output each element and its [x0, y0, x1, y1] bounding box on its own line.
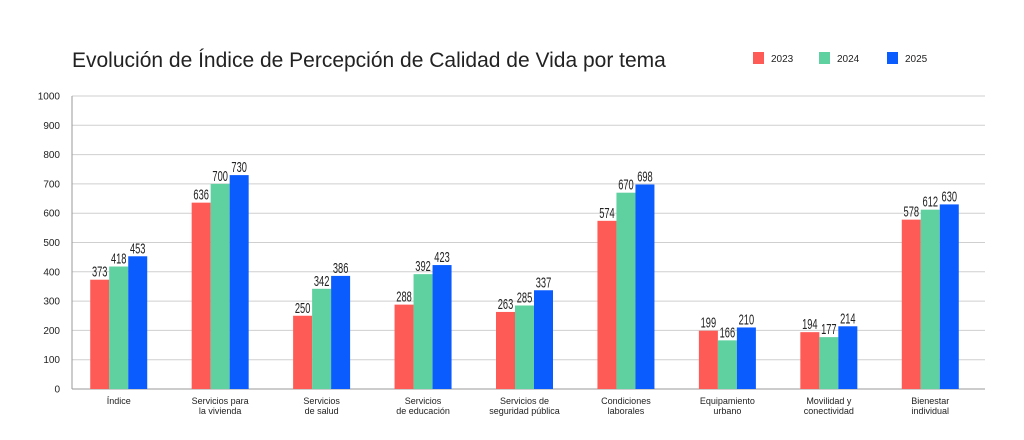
bar-2023: [90, 279, 110, 389]
x-tick-label: Equipamiento: [700, 396, 755, 406]
data-label: 337: [536, 274, 552, 291]
x-tick-label: individual: [912, 406, 950, 416]
x-tick-label: Condiciones: [601, 396, 651, 406]
legend-label-2025: 2025: [905, 54, 928, 65]
bar-2025: [635, 184, 655, 389]
legend-label-2023: 2023: [771, 54, 794, 65]
data-label: 453: [130, 240, 146, 257]
data-label: 670: [618, 176, 634, 193]
x-tick-label: Servicios de: [500, 396, 549, 406]
bar-2025: [939, 204, 959, 389]
x-tick-label: urbano: [713, 406, 741, 416]
data-label: 730: [231, 159, 247, 176]
legend-swatch-2024: [819, 52, 830, 64]
data-label: 177: [821, 321, 837, 338]
bar-2024: [109, 266, 129, 389]
y-tick-label: 0: [54, 385, 60, 396]
data-label: 386: [333, 260, 349, 277]
y-tick-label: 800: [43, 150, 60, 161]
x-tick-label: Servicios para: [192, 396, 249, 406]
y-tick-label: 400: [43, 267, 60, 278]
x-tick-label: la vivienda: [199, 406, 242, 416]
bar-2025: [534, 290, 553, 389]
data-label: 214: [840, 310, 856, 327]
bar-2024: [515, 305, 534, 389]
bar-2023: [698, 330, 718, 389]
y-tick-label: 900: [43, 121, 60, 132]
data-label: 199: [701, 314, 717, 331]
bar-2025: [229, 175, 249, 389]
legend-swatch-2025: [887, 52, 898, 64]
legend-label-2024: 2024: [837, 54, 860, 65]
x-tick-label: Índice: [107, 396, 131, 406]
bar-2025: [838, 326, 858, 389]
data-label: 574: [599, 205, 615, 222]
y-tick-label: 200: [43, 326, 60, 337]
bar-2024: [717, 340, 737, 389]
data-label: 373: [92, 263, 108, 280]
bar-2025: [128, 256, 148, 389]
data-label: 423: [434, 249, 450, 266]
y-tick-label: 600: [43, 209, 60, 220]
data-label: 612: [923, 193, 939, 210]
x-tick-label: laborales: [608, 406, 645, 416]
x-tick-label: seguridad pública: [489, 406, 560, 416]
data-label: 418: [111, 250, 127, 267]
bar-2023: [496, 311, 515, 389]
bar-2023: [901, 219, 921, 389]
x-tick-label: Servicios: [405, 396, 442, 406]
data-label: 342: [314, 273, 330, 290]
y-tick-label: 1000: [38, 92, 61, 103]
data-label: 636: [193, 186, 209, 203]
data-label: 263: [498, 296, 514, 313]
bar-2023: [293, 315, 313, 389]
bar-2024: [920, 209, 940, 389]
y-tick-label: 500: [43, 238, 60, 249]
y-tick-label: 300: [43, 297, 60, 308]
bar-2024: [413, 274, 433, 389]
data-label: 630: [942, 188, 958, 205]
x-tick-label: de educación: [396, 406, 450, 416]
data-label: 250: [295, 300, 311, 317]
data-label: 578: [904, 203, 920, 220]
legend: 2023 2024 2025: [753, 52, 928, 65]
bar-2024: [819, 337, 839, 389]
bar-2023: [191, 202, 211, 389]
bar-2024: [312, 288, 332, 389]
bar-2025: [736, 327, 756, 389]
data-label: 700: [212, 168, 228, 185]
x-tick-label: conectividad: [804, 406, 854, 416]
bar-2023: [394, 304, 414, 389]
data-label: 698: [637, 168, 653, 185]
x-tick-label: de salud: [305, 406, 339, 416]
bar-2024: [616, 192, 636, 389]
bar-2023: [800, 332, 820, 389]
x-tick-label: Servicios: [303, 396, 340, 406]
y-tick-label: 700: [43, 179, 60, 190]
legend-swatch-2023: [753, 52, 764, 64]
data-label: 194: [802, 316, 818, 333]
data-label: 288: [396, 288, 412, 305]
bar-2024: [210, 183, 230, 389]
chart-title: Evolución de Índice de Percepción de Cal…: [72, 49, 666, 72]
data-label: 285: [517, 289, 533, 306]
data-label: 392: [415, 258, 431, 275]
x-tick-label: Movilidad y: [806, 396, 852, 406]
x-tick-label: Bienestar: [911, 396, 949, 406]
bar-2025: [432, 265, 452, 389]
y-tick-label: 100: [43, 355, 60, 366]
data-label: 166: [720, 324, 736, 341]
data-label: 210: [739, 311, 755, 328]
bar-2023: [597, 220, 617, 389]
bar-2025: [331, 275, 351, 389]
